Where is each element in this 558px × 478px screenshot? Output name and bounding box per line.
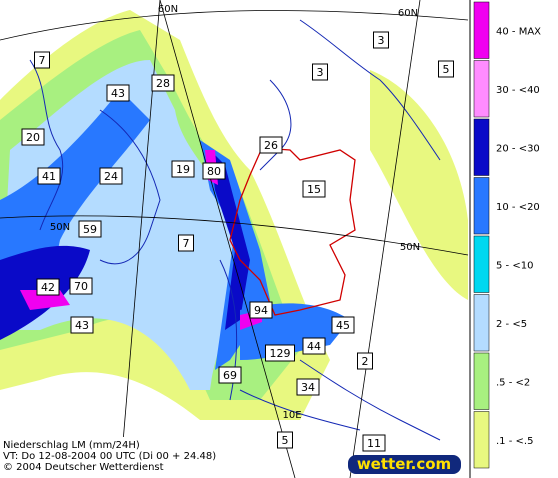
station-box xyxy=(277,431,293,449)
station-value: 94 xyxy=(254,304,268,317)
station-box xyxy=(171,160,195,178)
legend-swatch xyxy=(473,177,490,235)
grid-label: 50N xyxy=(400,242,420,253)
station-box xyxy=(78,220,102,238)
grid-label: 60N xyxy=(398,8,418,19)
legend-label: 30 - <40 xyxy=(496,85,540,96)
station-box xyxy=(331,316,355,334)
legend-swatch xyxy=(473,1,490,59)
logo-bg xyxy=(348,455,461,474)
grid-label: 10E xyxy=(282,410,301,421)
station-box xyxy=(21,128,45,146)
station-value: 7 xyxy=(183,237,190,250)
station-box xyxy=(438,60,454,78)
station-box xyxy=(34,51,50,69)
station-box xyxy=(265,344,295,362)
station-box xyxy=(296,378,320,396)
station-value: 24 xyxy=(104,170,118,183)
station-box xyxy=(106,84,130,102)
station-value: 19 xyxy=(176,163,190,176)
station-value: 26 xyxy=(264,139,278,152)
station-value: 3 xyxy=(378,34,385,47)
legend-swatch xyxy=(473,118,490,176)
station-box xyxy=(70,316,94,334)
legend-swatch xyxy=(473,352,490,410)
legend-label: 40 - MAX xyxy=(496,26,541,37)
caption-line: © 2004 Deutscher Wetterdienst xyxy=(3,462,164,473)
legend-label: 10 - <20 xyxy=(496,202,540,213)
station-value: 129 xyxy=(270,347,291,360)
station-box xyxy=(151,74,175,92)
station-box xyxy=(357,352,373,370)
station-value: 69 xyxy=(223,369,237,382)
station-value: 45 xyxy=(336,319,350,332)
station-value: 80 xyxy=(207,165,221,178)
caption-line: Niederschlag LM (mm/24H) xyxy=(3,440,140,451)
station-value: 41 xyxy=(42,170,56,183)
station-value: 2 xyxy=(362,355,369,368)
grid-label: 50N xyxy=(50,222,70,233)
station-box xyxy=(302,337,326,355)
station-box xyxy=(178,234,194,252)
grid-label: 60N xyxy=(158,4,178,15)
station-box xyxy=(202,162,226,180)
station-value: 43 xyxy=(75,319,89,332)
logo: wetter.com xyxy=(357,455,451,473)
legend-label: .5 - <2 xyxy=(496,377,530,388)
station-value: 43 xyxy=(111,87,125,100)
legend-swatch xyxy=(473,294,490,352)
station-value: 34 xyxy=(301,381,315,394)
coastlines xyxy=(29,19,441,441)
station-box xyxy=(218,366,242,384)
legend-label: 20 - <30 xyxy=(496,143,540,154)
graticule xyxy=(0,0,469,478)
station-value: 20 xyxy=(26,131,40,144)
station-value: 28 xyxy=(156,77,170,90)
station-value: 11 xyxy=(367,437,381,450)
legend-label: 2 - <5 xyxy=(496,319,527,330)
legend-swatch xyxy=(473,411,490,469)
station-value: 42 xyxy=(41,281,55,294)
station-box xyxy=(373,31,389,49)
legend-label: .1 - <.5 xyxy=(496,436,533,447)
caption-line: VT: Do 12-08-2004 00 UTC (Di 00 + 24.48) xyxy=(3,451,216,462)
legend-swatch xyxy=(473,60,490,118)
station-box xyxy=(362,434,386,452)
station-value: 5 xyxy=(282,434,289,447)
station-box xyxy=(36,278,60,296)
station-box xyxy=(249,301,273,319)
station-box xyxy=(37,167,61,185)
station-value: 5 xyxy=(443,63,450,76)
german-border xyxy=(229,147,356,316)
station-value: 7 xyxy=(39,54,46,67)
station-value: 44 xyxy=(307,340,321,353)
station-value: 15 xyxy=(307,183,321,196)
station-box xyxy=(259,136,283,154)
legend-label: 5 - <10 xyxy=(496,260,533,271)
station-value: 3 xyxy=(317,66,324,79)
station-value: 70 xyxy=(74,280,88,293)
station-box xyxy=(69,277,93,295)
station-box xyxy=(99,167,123,185)
station-box xyxy=(312,63,328,81)
station-box xyxy=(302,180,326,198)
station-value: 59 xyxy=(83,223,97,236)
legend-swatch xyxy=(473,235,490,293)
caption-box xyxy=(0,437,272,478)
